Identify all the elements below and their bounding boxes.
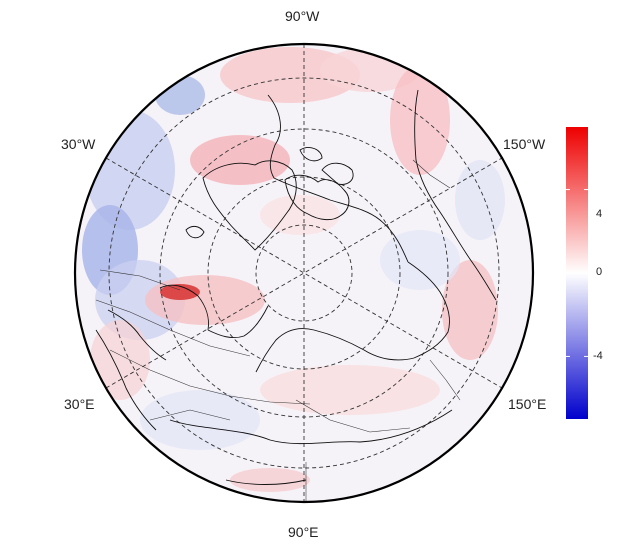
colorbar-gradient bbox=[566, 127, 588, 419]
colorbar-tick-4: 4 bbox=[596, 208, 603, 220]
lon-label-90w: 90°W bbox=[285, 8, 320, 24]
lon-label-150w: 150°W bbox=[503, 136, 546, 152]
lon-label-30w: 30°W bbox=[61, 136, 96, 152]
colorbar-tick-neg4: -4 bbox=[593, 350, 603, 362]
anomaly-patch bbox=[90, 320, 150, 400]
lon-label-150e: 150°E bbox=[508, 396, 547, 412]
lon-label-30e: 30°E bbox=[64, 396, 95, 412]
anomaly-patch bbox=[260, 365, 440, 415]
anomaly-patch bbox=[230, 468, 310, 492]
anomaly-patch bbox=[160, 284, 200, 300]
anomaly-patch bbox=[260, 195, 340, 235]
anomaly-patch bbox=[455, 160, 505, 240]
anomaly-patch bbox=[145, 275, 265, 325]
anomaly-patch bbox=[95, 260, 185, 340]
colorbar-ticks bbox=[566, 189, 588, 357]
anomaly-patch bbox=[190, 135, 290, 185]
coastlines bbox=[95, 89, 497, 485]
anomaly-patch bbox=[442, 260, 498, 360]
anomaly-patch bbox=[140, 390, 260, 450]
graticule bbox=[105, 44, 503, 502]
lon-label-90e: 90°E bbox=[288, 524, 319, 540]
map-boundary bbox=[73, 42, 535, 504]
borders bbox=[95, 159, 461, 502]
anomaly-patch bbox=[390, 65, 450, 175]
anomaly-field bbox=[75, 44, 533, 502]
colorbar-tick-0: 0 bbox=[596, 266, 603, 278]
